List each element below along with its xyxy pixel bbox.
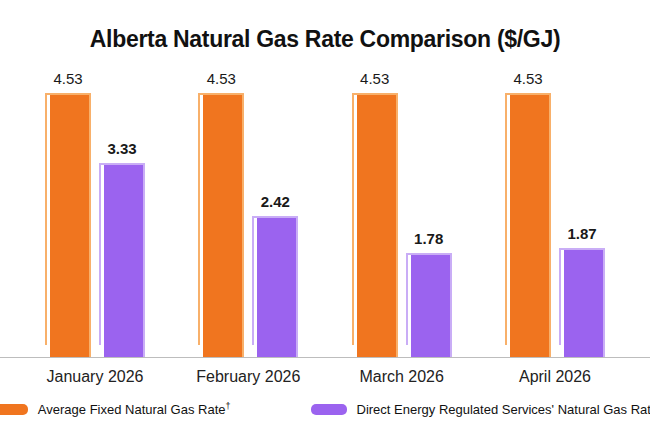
bar-group-february-2026: 4.53 2.42 — [198, 70, 298, 357]
legend-swatch-regulated-rate — [311, 404, 347, 415]
bar-column-regulated-rate: 3.33 — [99, 140, 145, 357]
x-axis-label-march-2026: March 2026 — [332, 368, 472, 386]
bar-regulated-rate — [559, 248, 605, 357]
x-axis-label-february-2026: February 2026 — [178, 368, 318, 386]
legend-item-regulated-rate: Direct Energy Regulated Services' Natura… — [311, 402, 650, 417]
bar-column-average-fixed-rate: 4.53 — [505, 70, 551, 357]
bar-average-fixed-rate — [505, 93, 551, 357]
x-axis-labels: January 2026 February 2026 March 2026 April… — [0, 358, 650, 386]
x-axis-label-april-2026: April 2026 — [485, 368, 625, 386]
x-axis-label-january-2026: January 2026 — [25, 368, 165, 386]
bar-regulated-rate — [406, 253, 452, 357]
value-label-regulated-rate: 3.33 — [107, 140, 136, 157]
legend-label-regulated-rate: Direct Energy Regulated Services' Natura… — [357, 402, 650, 417]
bar-column-average-fixed-rate: 4.53 — [45, 70, 91, 357]
value-label-average-fixed-rate: 4.53 — [53, 70, 82, 87]
legend-label-superscript: † — [226, 401, 231, 411]
bar-column-regulated-rate: 1.78 — [406, 230, 452, 357]
bar-group-april-2026: 4.53 1.87 — [505, 70, 605, 357]
legend-swatch-average-fixed-rate — [0, 404, 28, 415]
chart-card: Alberta Natural Gas Rate Comparison ($/G… — [0, 0, 650, 447]
bar-column-regulated-rate: 2.42 — [252, 193, 298, 357]
bar-average-fixed-rate — [198, 93, 244, 357]
bar-group-march-2026: 4.53 1.78 — [352, 70, 452, 357]
bar-regulated-rate — [99, 163, 145, 357]
bar-column-regulated-rate: 1.87 — [559, 225, 605, 357]
bar-regulated-rate — [252, 216, 298, 357]
bar-column-average-fixed-rate: 4.53 — [352, 70, 398, 357]
legend: Average Fixed Natural Gas Rate† Direct En… — [0, 402, 650, 417]
bar-average-fixed-rate — [45, 93, 91, 357]
chart-title: Alberta Natural Gas Rate Comparison ($/G… — [0, 26, 650, 53]
value-label-regulated-rate: 2.42 — [261, 193, 290, 210]
bar-column-average-fixed-rate: 4.53 — [198, 70, 244, 357]
bar-average-fixed-rate — [352, 93, 398, 357]
value-label-average-fixed-rate: 4.53 — [360, 70, 389, 87]
value-label-regulated-rate: 1.87 — [567, 225, 596, 242]
bar-group-january-2026: 4.53 3.33 — [45, 70, 145, 357]
legend-label-average-fixed-rate: Average Fixed Natural Gas Rate† — [38, 402, 231, 417]
legend-item-average-fixed-rate: Average Fixed Natural Gas Rate† — [0, 402, 231, 417]
value-label-regulated-rate: 1.78 — [414, 230, 443, 247]
plot-area: 4.53 3.33 4.53 2.42 4.53 1.78 4.53 1.87 — [0, 65, 650, 357]
value-label-average-fixed-rate: 4.53 — [513, 70, 542, 87]
value-label-average-fixed-rate: 4.53 — [207, 70, 236, 87]
